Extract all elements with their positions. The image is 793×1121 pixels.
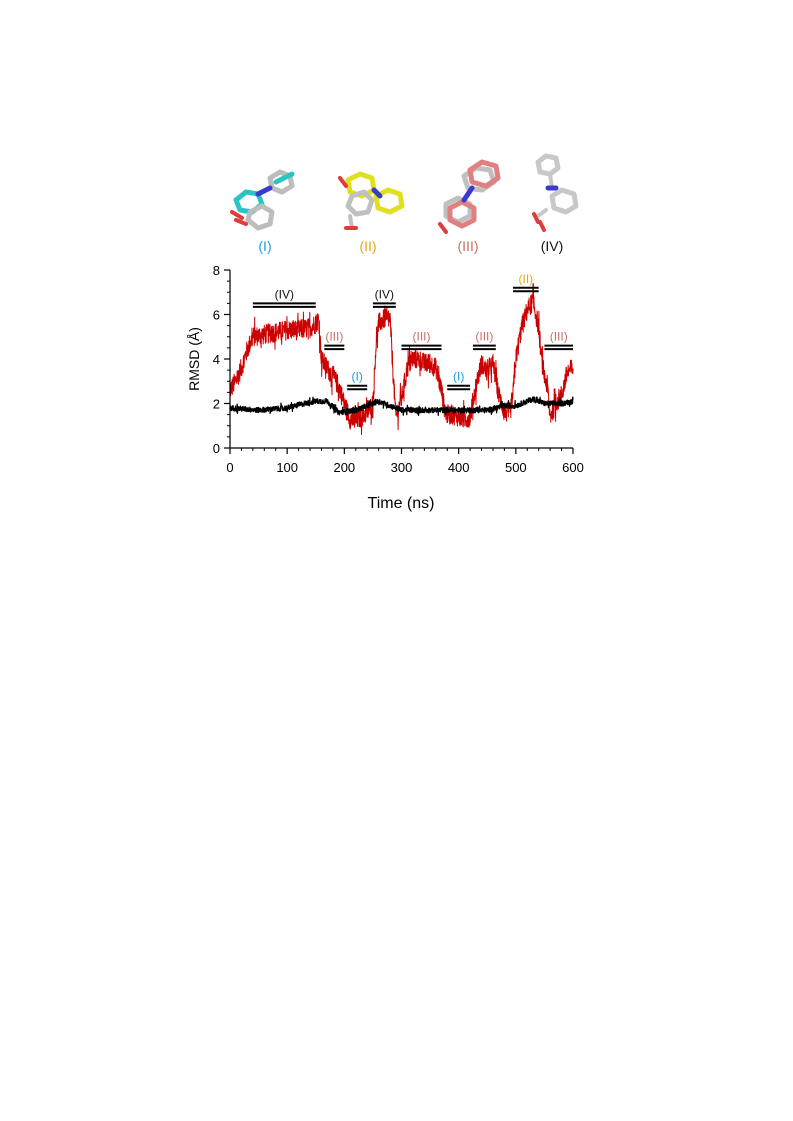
state-label: (I) (352, 370, 363, 384)
structure-label-i: (I) (258, 238, 271, 254)
x-axis-title: Time (ns) (368, 495, 435, 512)
x-tick-label: 200 (333, 460, 355, 475)
structure-label-ii: (II) (359, 238, 376, 254)
structure-images (230, 153, 579, 234)
x-tick-label: 400 (448, 460, 470, 475)
y-tick-label: 0 (213, 441, 220, 456)
series-line-1 (229, 283, 574, 436)
state-label: (III) (325, 330, 343, 344)
y-tick-label: 6 (213, 308, 220, 323)
x-tick-label: 0 (226, 460, 233, 475)
state-label: (IV) (275, 287, 294, 301)
x-tick-label: 100 (276, 460, 298, 475)
state-label: (III) (550, 330, 568, 344)
annotations: (IV) (III) (I) (IV) (III) (I) (III) (II) (III) (252, 272, 573, 391)
structure-label-iv: (IV) (541, 238, 564, 254)
state-label: (IV) (375, 287, 394, 301)
structure-image-i (230, 169, 295, 231)
x-tick-label: 300 (391, 460, 413, 475)
x-tick-label: 600 (562, 460, 584, 475)
structure-image-iv (532, 153, 579, 232)
state-label: (III) (475, 330, 493, 344)
structure-label-iii: (III) (458, 238, 479, 254)
series-line-2 (229, 396, 574, 416)
state-label: (II) (519, 272, 534, 286)
x-tick-label: 500 (505, 460, 527, 475)
structure-image-ii (338, 171, 405, 230)
structure-labels: (I) (II) (III) (IV) (258, 238, 563, 254)
y-tick-label: 8 (213, 263, 220, 278)
y-tick-label: 4 (213, 352, 220, 367)
state-label: (III) (413, 330, 431, 344)
series-layer (229, 283, 574, 436)
y-tick-label: 2 (213, 397, 220, 412)
state-label: (I) (453, 370, 464, 384)
structure-image-iii (438, 159, 501, 234)
axes: 0 100 200 300 400 500 600 0 2 4 6 8 (213, 263, 584, 475)
y-axis-title: RMSD (Å) (186, 327, 202, 391)
